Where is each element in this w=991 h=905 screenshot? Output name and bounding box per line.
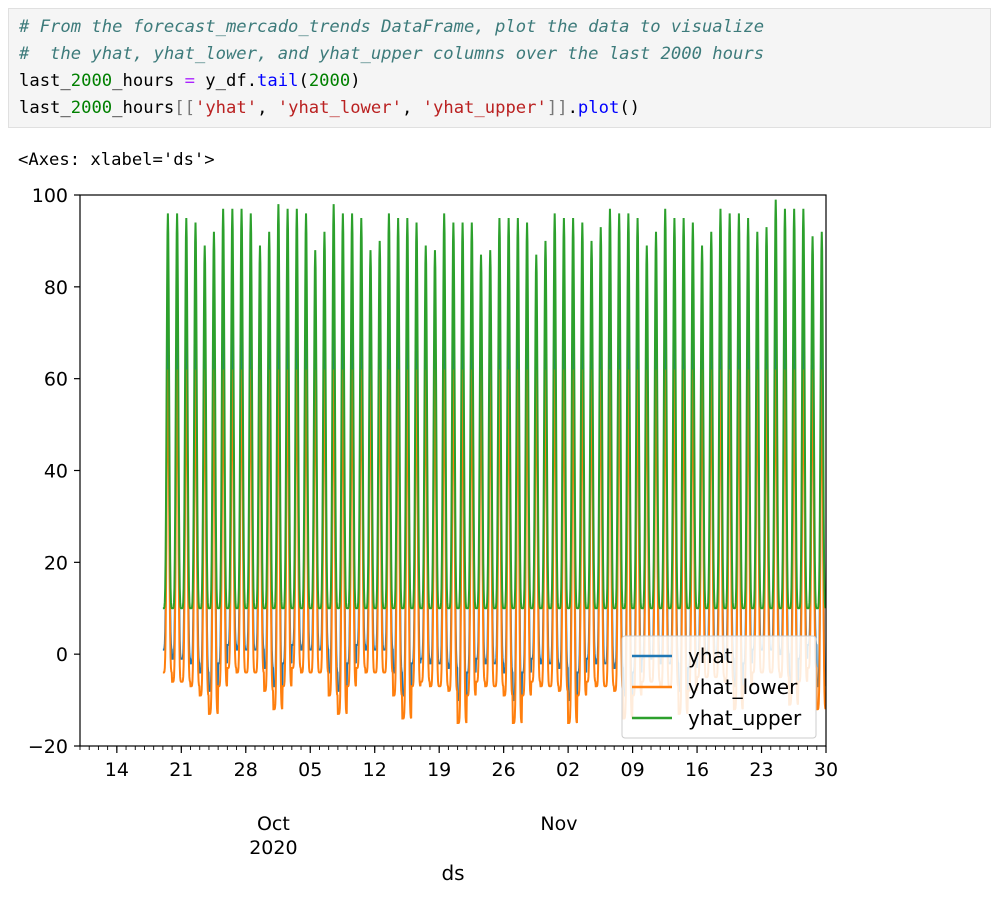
x-tick-label: 19 (427, 759, 451, 781)
x-tick-label: 14 (105, 759, 129, 781)
series-line-yhat-upper (162, 199, 826, 610)
x-tick-label: 02 (556, 759, 580, 781)
legend-label-yhat-lower: yhat_lower (688, 675, 798, 699)
legend-label-yhat-upper: yhat_upper (688, 706, 802, 730)
x-axis-label: ds (441, 861, 464, 885)
x-month-label: Oct (257, 813, 290, 835)
code-line-plot: last_2000_hours[['yhat', 'yhat_lower', '… (19, 98, 641, 118)
x-tick-label: 21 (169, 759, 193, 781)
x-tick-label: 12 (363, 759, 387, 781)
y-tick-label: 60 (44, 369, 68, 391)
x-tick-label: 30 (814, 759, 838, 781)
code-line-tail: last_2000_hours = y_df.tail(2000) (19, 71, 361, 91)
x-tick-label: 23 (749, 759, 773, 781)
y-tick-label: 100 (32, 185, 68, 207)
cell-output-text: <Axes: xlabel='ds'> (18, 150, 215, 170)
y-tick-label: 80 (44, 277, 68, 299)
x-year-label: 2020 (249, 837, 297, 859)
legend-box (621, 635, 817, 739)
y-tick-label: 0 (56, 644, 68, 666)
y-tick-label: −20 (28, 736, 68, 758)
x-tick-label: 16 (685, 759, 709, 781)
legend-label-yhat: yhat (688, 644, 733, 668)
line-chart: −20 0 20 40 60 80 100 14 21 28 05 12 19 26 02 09 16 23 30… (28, 185, 838, 885)
y-tick-label: 20 (44, 552, 68, 574)
x-tick-label: 28 (234, 759, 258, 781)
y-tick-label: 40 (44, 461, 68, 483)
x-tick-label: 05 (298, 759, 322, 781)
x-tick-label: 26 (492, 759, 516, 781)
legend: yhat yhat_lower yhat_upper (621, 635, 817, 739)
code-line-comment-2: # the yhat, yhat_lower, and yhat_upper c… (19, 44, 765, 64)
code-cell-input[interactable]: # From the forecast_mercado_trends DataF… (8, 8, 991, 128)
x-month-label: Nov (540, 813, 577, 835)
x-tick-label: 09 (620, 759, 644, 781)
code-line-comment-1: # From the forecast_mercado_trends DataF… (19, 17, 765, 37)
